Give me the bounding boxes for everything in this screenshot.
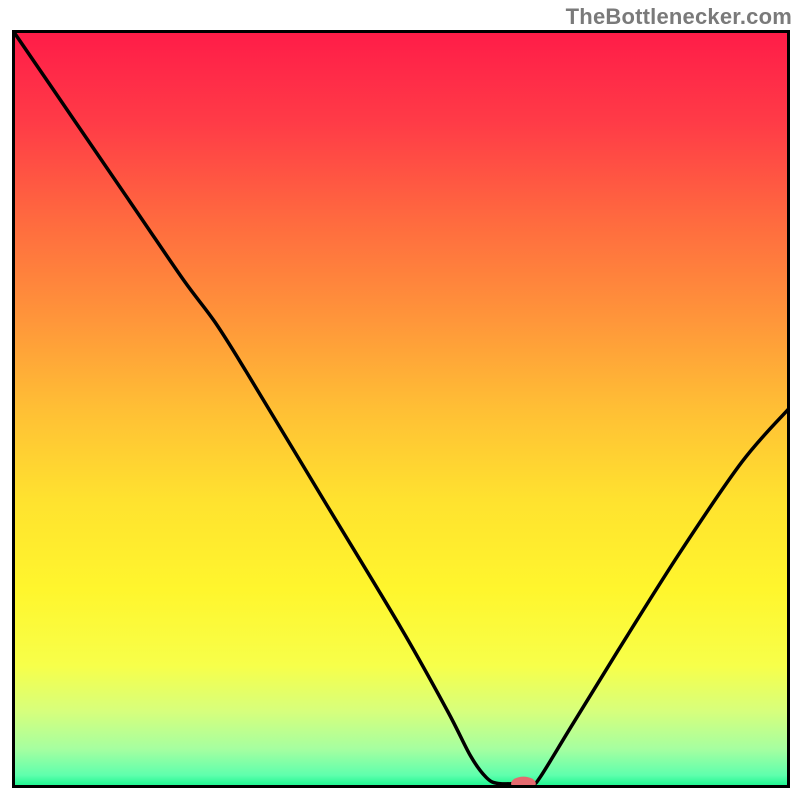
gradient-background bbox=[14, 32, 789, 787]
chart-container: TheBottlenecker.com bbox=[0, 0, 800, 800]
watermark-text: TheBottlenecker.com bbox=[566, 4, 792, 30]
optimum-marker bbox=[511, 777, 536, 791]
bottleneck-chart bbox=[0, 0, 800, 800]
